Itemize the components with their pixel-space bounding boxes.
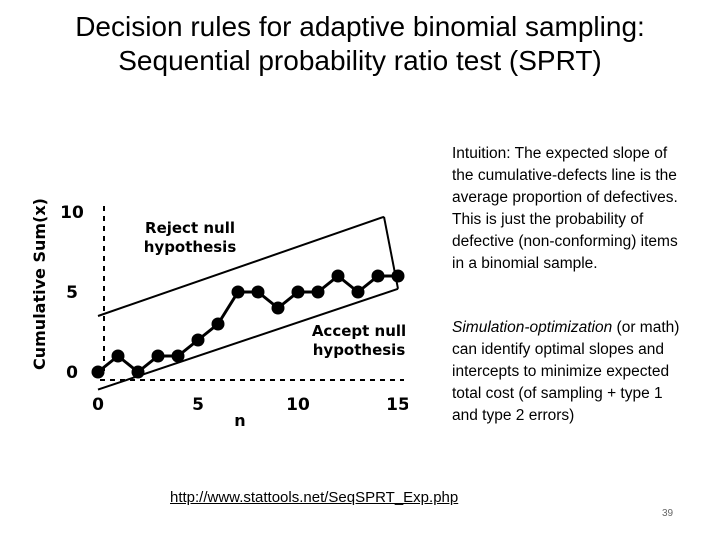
data-point: [371, 269, 385, 283]
page-number: 39: [662, 508, 674, 519]
simulation-optimization-rest: (or math) can identify optimal slopes an…: [452, 319, 680, 424]
data-point: [351, 285, 365, 299]
y-tick-label: 0: [66, 363, 78, 383]
sprt-chart: 0 5 10 0 5 10 15 n Cumulative Sum(x) Reject null h…: [30, 198, 408, 430]
simulation-optimization-term: Simulation-optimization: [452, 319, 613, 336]
intuition-text: Intuition: The expected slope of the cum…: [452, 145, 678, 272]
simulation-optimization-text: Simulation-optimization (or math) can id…: [452, 317, 692, 427]
data-point: [171, 349, 185, 363]
y-tick-label: 5: [66, 283, 78, 303]
x-axis-label: n: [234, 411, 245, 430]
data-point: [231, 285, 245, 299]
sprt-example-link[interactable]: http://www.stattools.net/SeqSPRT_Exp.php: [170, 489, 459, 506]
data-point: [91, 365, 105, 379]
y-tick-label: 10: [60, 203, 84, 223]
data-point: [151, 349, 165, 363]
accept-boundary-line: [97, 287, 399, 391]
data-point: [331, 269, 345, 283]
data-point: [251, 285, 265, 299]
data-point: [131, 365, 145, 379]
cumulative-sum-line: [97, 274, 398, 374]
data-point: [191, 333, 205, 347]
accept-region-label: Accept null hypothesis: [312, 322, 406, 359]
slide-title: Decision rules for adaptive binomial sam…: [75, 11, 645, 76]
x-tick-label: 0: [92, 395, 104, 415]
data-point: [291, 285, 305, 299]
data-point: [271, 301, 285, 315]
data-point: [391, 269, 405, 283]
reject-region-label: Reject null hypothesis: [144, 219, 237, 256]
data-point: [111, 349, 125, 363]
y-axis-label: Cumulative Sum(x): [30, 198, 49, 370]
x-tick-label: 5: [192, 395, 204, 415]
x-tick-label: 15: [386, 395, 408, 415]
reject-boundary-line: [97, 215, 385, 317]
data-point: [311, 285, 325, 299]
data-point: [211, 317, 225, 331]
x-tick-label: 10: [286, 395, 310, 415]
